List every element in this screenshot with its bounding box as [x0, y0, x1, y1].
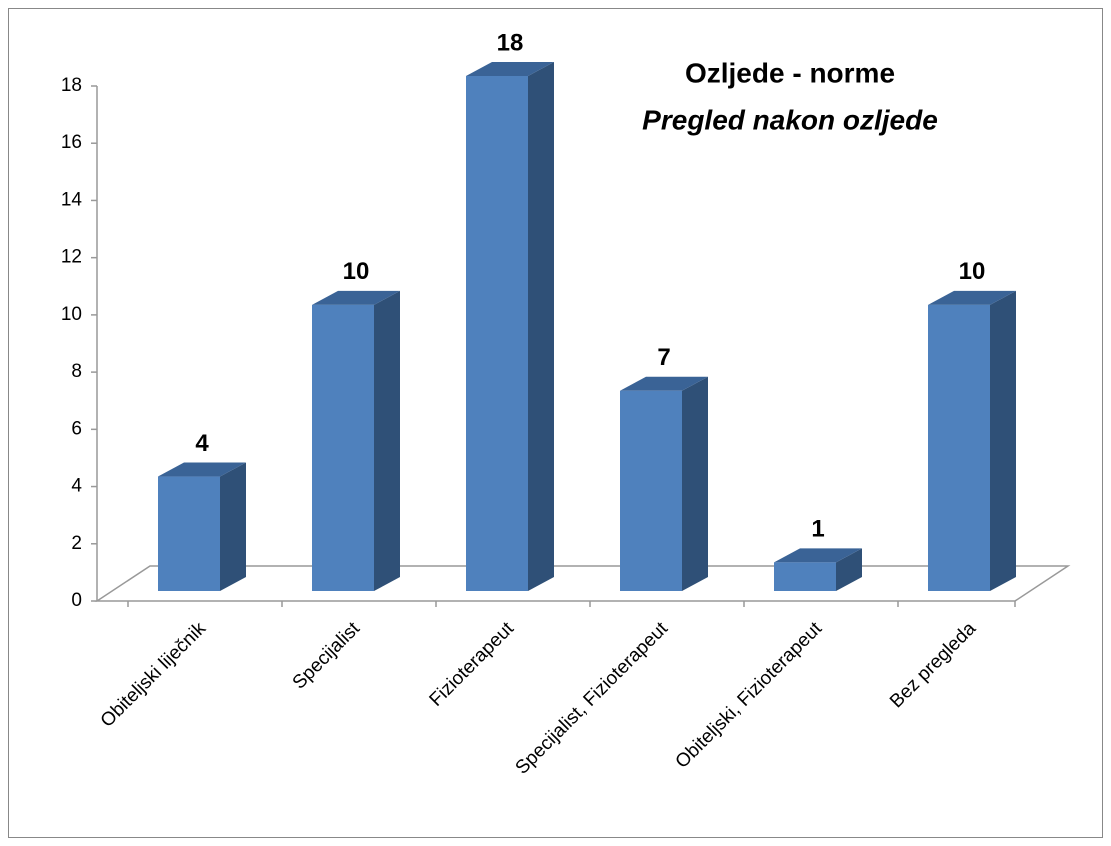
data-label: 1	[811, 516, 824, 543]
data-label: 10	[959, 258, 986, 285]
y-tick-label: 12	[61, 247, 82, 268]
chart-subtitle: Pregled nakon ozljede	[642, 104, 938, 135]
bar-side	[836, 548, 862, 591]
bar	[158, 476, 220, 591]
bar	[774, 562, 836, 591]
y-tick-label: 0	[71, 590, 82, 611]
bar-side	[374, 290, 400, 591]
bar-side	[528, 62, 554, 591]
y-tick-label: 16	[61, 132, 82, 153]
data-label: 10	[343, 258, 370, 285]
bar	[928, 304, 990, 591]
bar-top	[158, 462, 246, 477]
bar-top	[312, 290, 400, 305]
y-tick-label: 18	[61, 75, 82, 96]
chart-title: Ozljede - norme	[685, 57, 895, 88]
bar-side	[682, 376, 708, 591]
y-tick-label: 10	[61, 304, 82, 325]
bar-side	[220, 462, 246, 591]
data-label: 7	[657, 344, 670, 371]
y-tick-label: 2	[71, 533, 82, 554]
chart-frame	[8, 8, 1103, 838]
bar	[466, 76, 528, 591]
y-tick-label: 6	[71, 418, 82, 439]
data-label: 4	[195, 430, 209, 457]
bar-top	[466, 62, 554, 76]
bar	[312, 304, 374, 591]
y-tick-label: 4	[71, 476, 82, 497]
bar-top	[928, 290, 1016, 305]
y-tick-label: 14	[61, 189, 83, 210]
data-label: 18	[497, 29, 524, 56]
y-tick-label: 8	[71, 361, 82, 382]
bar-side	[990, 290, 1016, 591]
bar-top	[774, 548, 862, 563]
bar-top	[620, 376, 708, 391]
bar	[620, 390, 682, 591]
